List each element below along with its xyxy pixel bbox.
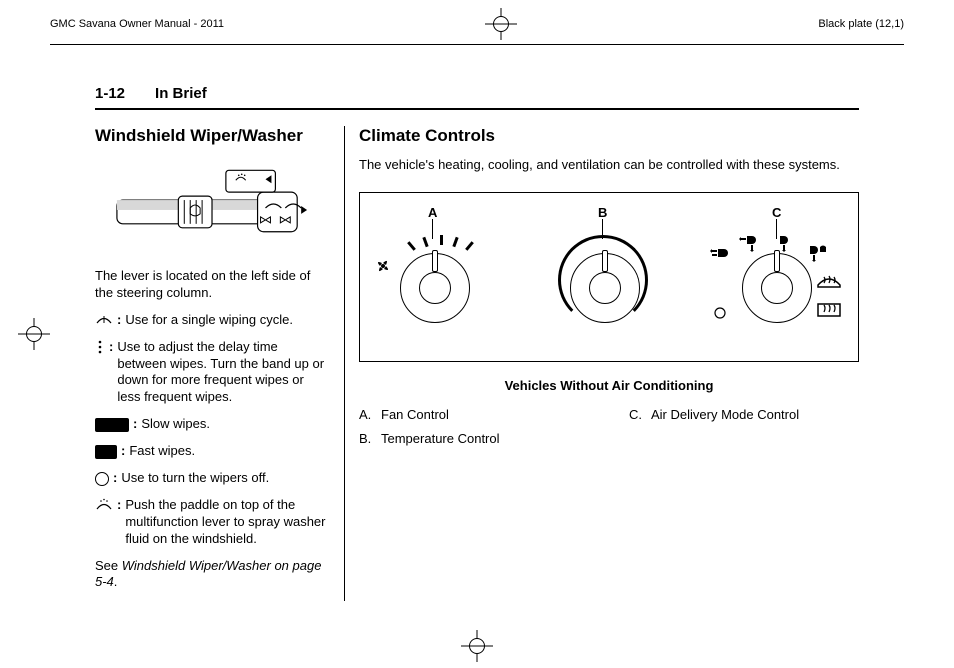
fan-icon — [372, 255, 394, 277]
climate-intro: The vehicle's heating, cooling, and vent… — [359, 156, 859, 174]
wiper-xref: Windshield Wiper/Washer on page 5-4 — [95, 558, 321, 590]
wiper-see-ref: See Windshield Wiper/Washer on page 5-4. — [95, 558, 330, 592]
print-header: GMC Savana Owner Manual - 2011 Black pla… — [0, 0, 954, 44]
page-body: 1-12 In Brief Windshield Wiper/Washer — [0, 45, 954, 621]
legend-b: B. Temperature Control — [359, 431, 589, 448]
def-fast: : Fast wipes. — [95, 443, 330, 460]
def-slow: : Slow wipes. — [95, 416, 330, 433]
label-c: C — [772, 205, 781, 220]
climate-controls-figure: A B C — [359, 192, 859, 362]
fast-bar-icon — [95, 443, 117, 460]
section-title: In Brief — [155, 85, 207, 102]
legend-a: A. Fan Control — [359, 407, 589, 424]
wiper-lever-svg — [109, 156, 317, 256]
def-off: : Use to turn the wipers off. — [95, 470, 330, 487]
delay-icon — [95, 339, 105, 355]
manual-title: GMC Savana Owner Manual - 2011 — [50, 18, 224, 30]
washer-mist-icon — [95, 312, 113, 326]
label-a: A — [428, 205, 437, 220]
climate-legend: A. Fan Control B. Temperature Control C.… — [359, 407, 859, 457]
label-b: B — [598, 205, 607, 220]
top-crop-mark — [224, 8, 778, 40]
page-number: 1-12 — [95, 85, 125, 102]
def-delay: : Use to adjust the delay time between w… — [95, 339, 330, 407]
bottom-crop-mark — [461, 630, 493, 662]
floor-defog-icon — [802, 243, 826, 263]
washer-spray-icon — [95, 497, 113, 511]
running-head: 1-12 In Brief — [95, 85, 859, 110]
defrost-icon — [816, 271, 842, 289]
climate-heading: Climate Controls — [359, 126, 859, 146]
wiper-lever-figure — [108, 156, 318, 256]
def-washer: : Push the paddle on top of the multifun… — [95, 497, 330, 548]
left-column: Windshield Wiper/Washer — [95, 126, 345, 601]
vent-icon — [710, 245, 734, 263]
legend-c: C. Air Delivery Mode Control — [629, 407, 859, 424]
recirc-dot-icon — [714, 307, 726, 319]
climate-caption: Vehicles Without Air Conditioning — [359, 378, 859, 393]
def-single-cycle: : Use for a single wiping cycle. — [95, 312, 330, 329]
left-crop-mark — [18, 318, 50, 350]
fan-dial — [390, 243, 480, 333]
plate-label: Black plate (12,1) — [818, 18, 904, 30]
wiper-intro: The lever is located on the left side of… — [95, 268, 330, 302]
off-circle-icon — [95, 470, 109, 487]
bilevel-icon — [738, 233, 762, 253]
floor-icon — [772, 233, 794, 253]
rear-defrost-icon — [816, 301, 842, 319]
slow-bar-icon — [95, 416, 129, 433]
temp-dial — [560, 243, 650, 333]
wiper-heading: Windshield Wiper/Washer — [95, 126, 330, 146]
right-column: Climate Controls The vehicle's heating, … — [345, 126, 859, 601]
